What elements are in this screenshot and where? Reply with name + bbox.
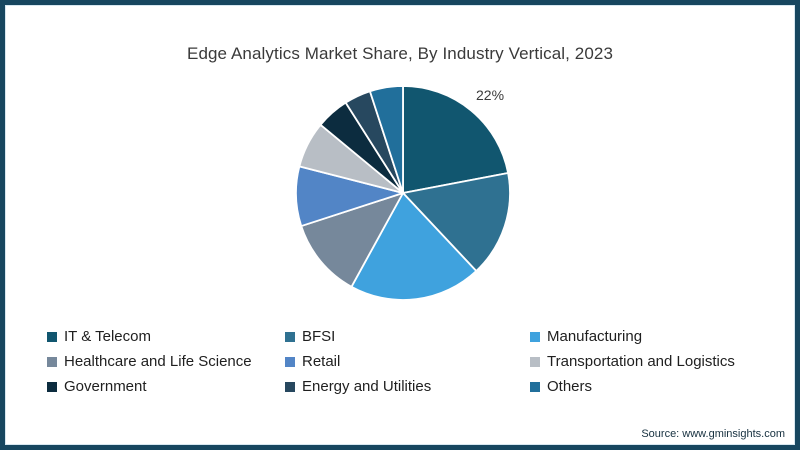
legend-swatch (285, 356, 295, 367)
pie-svg (295, 85, 511, 301)
pie-slice (369, 85, 404, 194)
legend-item: Transportation and Logistics (530, 353, 775, 370)
legend-item: Government (47, 378, 285, 395)
legend-item: Manufacturing (530, 328, 775, 345)
legend-label: Energy and Utilities (302, 378, 432, 395)
legend-item: IT & Telecom (47, 328, 285, 345)
slice-data-label: 22% (476, 87, 505, 103)
legend-swatch (530, 381, 540, 392)
legend-item: Others (530, 378, 775, 395)
pie-slice (402, 172, 511, 272)
pie-slice (350, 192, 478, 301)
chart-title: Edge Analytics Market Share, By Industry… (187, 44, 613, 63)
pie-slice (300, 192, 404, 288)
legend-swatch (47, 356, 57, 367)
legend-item: Energy and Utilities (285, 378, 530, 395)
legend-swatch (530, 331, 540, 342)
legend-label: IT & Telecom (64, 328, 151, 345)
legend-swatch (285, 331, 295, 342)
legend-label: Transportation and Logistics (547, 353, 735, 370)
pie-chart: 22% (273, 63, 533, 323)
legend-item: Healthcare and Life Science (47, 353, 285, 370)
legend-label: Others (547, 378, 593, 395)
pie-slice (402, 85, 509, 194)
legend-label: Healthcare and Life Science (64, 353, 252, 370)
legend-swatch (47, 381, 57, 392)
legend-label: Retail (302, 353, 341, 370)
legend-label: BFSI (302, 328, 336, 345)
legend: IT & Telecom BFSI Manufacturing Healthcare … (47, 324, 775, 399)
source-note: Source: www.gminsights.com (641, 428, 785, 440)
legend-swatch (47, 331, 57, 342)
legend-label: Government (64, 378, 147, 395)
legend-item: BFSI (285, 328, 530, 345)
legend-item: Retail (285, 353, 530, 370)
legend-swatch (285, 381, 295, 392)
legend-swatch (530, 356, 540, 367)
legend-label: Manufacturing (547, 328, 643, 345)
